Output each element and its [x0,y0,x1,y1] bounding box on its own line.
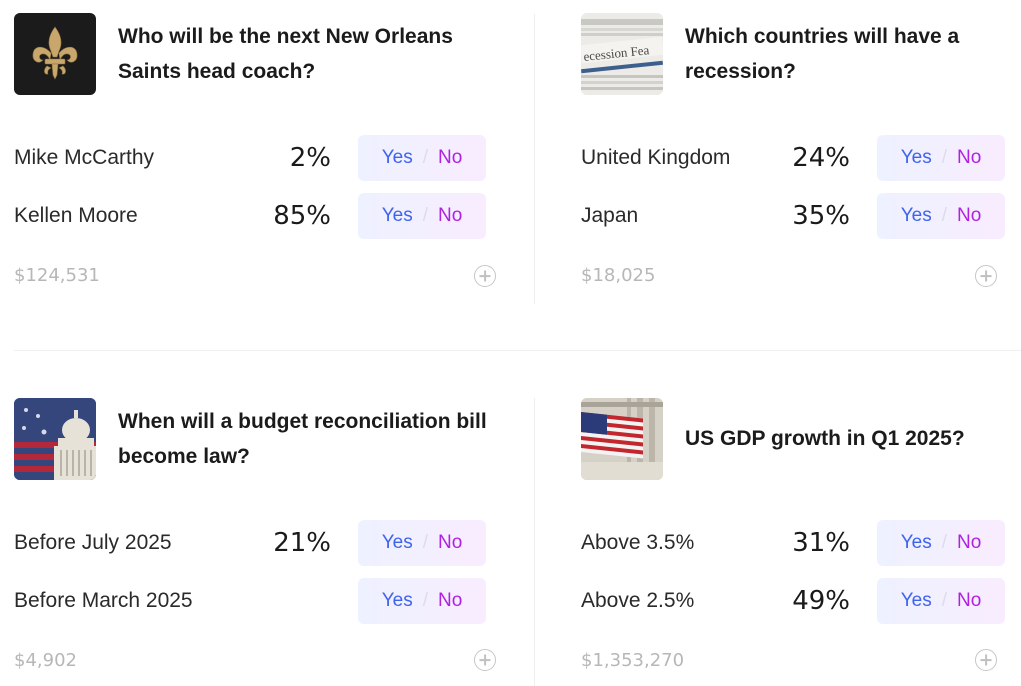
option-row: Before March 2025 Yes / No [14,578,486,624]
option-percentage: 21% [273,528,331,558]
option-label: Japan [581,204,639,227]
option-percentage: 24% [792,143,850,173]
yes-button[interactable]: Yes [381,532,413,553]
row-divider [14,350,1021,351]
separator: / [422,532,428,553]
capitol-flag-icon [14,398,96,480]
separator: / [941,532,947,553]
separator: / [422,590,428,611]
us-flag-icon [581,398,663,480]
yes-no-button: Yes / No [877,135,1005,181]
option-label: Mike McCarthy [14,146,155,169]
volume-label: $4,902 [14,650,77,671]
market-card-budget[interactable]: When will a budget reconciliation bill b… [14,398,504,686]
no-button[interactable]: No [956,532,982,553]
add-icon[interactable] [975,265,997,287]
option-row: Japan 35% Yes / No [581,193,1005,239]
yes-button[interactable]: Yes [381,590,413,611]
option-label: United Kingdom [581,146,731,169]
fleur-de-lis-icon [14,13,96,95]
newspaper-headline: ecession Fea [583,42,650,64]
separator: / [422,205,428,226]
yes-no-button: Yes / No [358,135,486,181]
no-button[interactable]: No [437,590,463,611]
yes-no-button: Yes / No [877,578,1005,624]
yes-button[interactable]: Yes [900,205,932,226]
yes-button[interactable]: Yes [381,147,413,168]
option-row: Above 3.5% 31% Yes / No [581,520,1005,566]
no-button[interactable]: No [956,205,982,226]
option-label: Before July 2025 [14,531,172,554]
no-button[interactable]: No [956,147,982,168]
market-card-recession[interactable]: ecession Fea Which countries will have a… [581,13,1005,303]
volume-label: $124,531 [14,265,100,286]
market-title[interactable]: Which countries will have a recession? [685,25,960,83]
option-row: United Kingdom 24% Yes / No [581,135,1005,181]
option-label: Above 3.5% [581,531,695,554]
add-icon[interactable] [474,265,496,287]
column-divider-top [534,14,535,304]
volume-label: $18,025 [581,265,656,286]
option-percentage: 49% [792,586,850,616]
option-row: Mike McCarthy 2% Yes / No [14,135,486,181]
option-label: Above 2.5% [581,589,695,612]
newspaper-icon: ecession Fea [581,13,663,95]
column-divider-bottom [534,398,535,686]
add-icon[interactable] [975,649,997,671]
option-row: Above 2.5% 49% Yes / No [581,578,1005,624]
option-row: Before July 2025 21% Yes / No [14,520,486,566]
market-title[interactable]: US GDP growth in Q1 2025? [685,427,965,450]
market-title[interactable]: Who will be the next New Orleans Saints … [118,25,453,83]
add-icon[interactable] [474,649,496,671]
yes-no-button: Yes / No [877,193,1005,239]
option-percentage: 35% [792,201,850,231]
no-button[interactable]: No [437,147,463,168]
yes-button[interactable]: Yes [900,147,932,168]
option-percentage: 31% [792,528,850,558]
market-title[interactable]: When will a budget reconciliation bill b… [118,410,487,468]
yes-no-button: Yes / No [358,578,486,624]
option-label: Before March 2025 [14,589,193,612]
yes-no-button: Yes / No [877,520,1005,566]
yes-button[interactable]: Yes [900,532,932,553]
separator: / [941,590,947,611]
separator: / [941,147,947,168]
yes-button[interactable]: Yes [900,590,932,611]
market-card-gdp[interactable]: US GDP growth in Q1 2025? Above 3.5% 31%… [581,398,1005,686]
no-button[interactable]: No [437,532,463,553]
volume-label: $1,353,270 [581,650,685,671]
option-row: Kellen Moore 85% Yes / No [14,193,486,239]
yes-no-button: Yes / No [358,193,486,239]
option-percentage: 2% [289,143,331,173]
separator: / [941,205,947,226]
market-card-saints[interactable]: Who will be the next New Orleans Saints … [14,13,504,303]
yes-button[interactable]: Yes [381,205,413,226]
option-label: Kellen Moore [14,204,138,227]
option-percentage: 85% [273,201,331,231]
separator: / [422,147,428,168]
no-button[interactable]: No [956,590,982,611]
no-button[interactable]: No [437,205,463,226]
yes-no-button: Yes / No [358,520,486,566]
